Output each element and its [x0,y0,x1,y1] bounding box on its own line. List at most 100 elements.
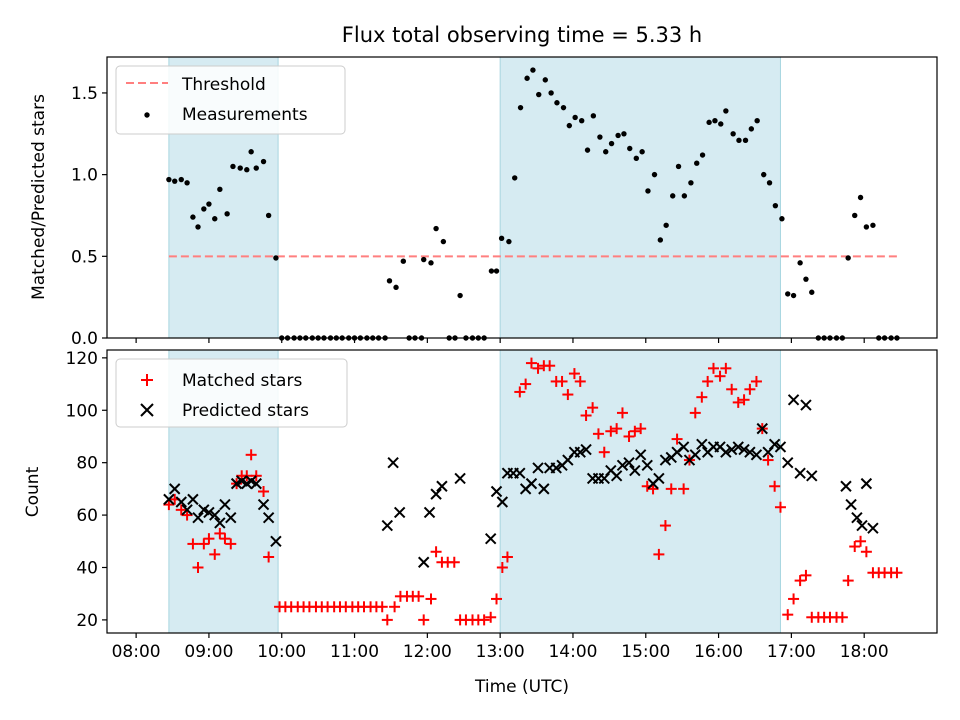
measurement-point [681,193,688,199]
predicted-stars-legend-swatch [140,403,154,417]
measurement-point [785,291,791,297]
y-tick-label: 60 [76,506,98,526]
predicted-star-point [209,509,221,521]
y-tick-label: 80 [76,454,98,474]
measurement-point [166,176,172,183]
predicted-star-point [732,441,744,453]
predicted-star-point [840,480,852,492]
predicted-star-point [175,496,187,508]
top-chart-title: Flux total observing time = 5.33 h [342,23,702,47]
matched-stars-points [163,357,903,626]
measurement-point [797,260,803,266]
matched-star-point [376,601,388,613]
top-plot-frame [106,56,938,339]
measurement-point [688,180,694,186]
predicted-star-point [219,498,231,511]
measurement-point [273,255,279,261]
predicted-star-point [659,454,672,466]
measurement-point [536,91,542,98]
predicted-star-point [169,483,181,495]
matched-star-point [647,483,659,495]
matched-star-point [750,375,762,387]
predicted-star-point [768,438,781,451]
predicted-star-point [393,506,406,519]
bottom-x-ticks: 08:00 09:00 10:00 11:00 12:00 13:00 14:00 15:00… [112,633,889,662]
x-tick-label: 10:00 [257,642,306,662]
measurement-point [857,194,864,201]
predicted-star-point [750,449,763,461]
predicted-star-point [192,511,204,524]
predicted-star-point [387,456,399,469]
matched-star-point [258,486,270,497]
measurement-point [663,222,669,228]
predicted-star-point [794,467,806,479]
matched-star-point [762,454,774,466]
measurement-point [548,90,554,96]
measurement-point [440,238,447,245]
y-tick-label: 0.0 [71,329,98,349]
top-y-ticks: 0.0 0.5 1.0 1.5 [71,84,107,349]
predicted-star-point [720,446,732,458]
matched-star-point [788,593,800,605]
x-tick-label: 18:00 [840,642,889,662]
measurement-point [524,75,530,81]
matched-star-point [714,370,726,382]
matched-star-point [598,446,610,458]
bottom-y-ticks: 20 40 60 80 100 120 [66,349,107,631]
measurement-point [639,149,645,155]
predicted-star-point [677,441,690,453]
measurement-point [615,132,621,139]
matched-star-point [611,423,623,435]
measurement-point [845,255,851,261]
measurement-point [224,211,230,217]
predicted-star-point [782,456,794,469]
measurement-point [178,176,184,183]
predicted-stars-points [163,394,879,568]
matched-star-point [532,362,544,374]
measurement-point [699,152,706,158]
measurement-point [651,171,658,178]
matched-star-point [689,407,701,419]
predicted-star-point [641,459,653,472]
bottom-panel: 20 40 60 80 100 120 08:00 09:00 10:00 11:00 12:00… [23,349,938,697]
matched-star-point [738,394,750,406]
measurement-point [195,224,201,230]
measurement-point [230,163,236,170]
measurement-point [542,77,548,83]
predicted-star-point [610,470,623,482]
measurement-point [608,140,615,147]
measurement-point [560,104,567,111]
predicted-stars-legend-label: Predicted stars [182,401,309,421]
measurement-point [748,126,755,132]
predicted-star-point [514,467,526,479]
predicted-star-point [423,506,436,519]
matched-star-point [782,609,794,621]
measurement-point [579,118,585,124]
predicted-star-point [490,485,503,498]
predicted-star-point [270,535,282,547]
measurement-point [260,158,267,165]
x-tick-label: 08:00 [112,642,161,662]
measurement-point [217,186,223,193]
measurement-point [248,149,254,155]
measurement-point [809,289,815,295]
matched-star-point [592,428,604,440]
matched-star-point [250,470,262,482]
bottom-legend: Matched stars Predicted stars [115,358,348,428]
predicted-star-point [653,472,665,485]
measurement-point [172,178,178,184]
measurement-point [730,131,736,137]
y-tick-label: 20 [76,611,98,631]
y-tick-label: 120 [66,349,98,369]
measurement-point [237,165,243,171]
x-tick-label: 15:00 [621,642,670,662]
matched-star-point [245,449,257,461]
measurement-point [433,225,439,232]
predicted-star-point [634,449,647,461]
matched-star-point [413,590,425,602]
predicted-star-point [845,498,857,511]
matched-star-point [891,567,903,579]
measurement-point [590,113,597,119]
measurement-point [718,121,724,127]
